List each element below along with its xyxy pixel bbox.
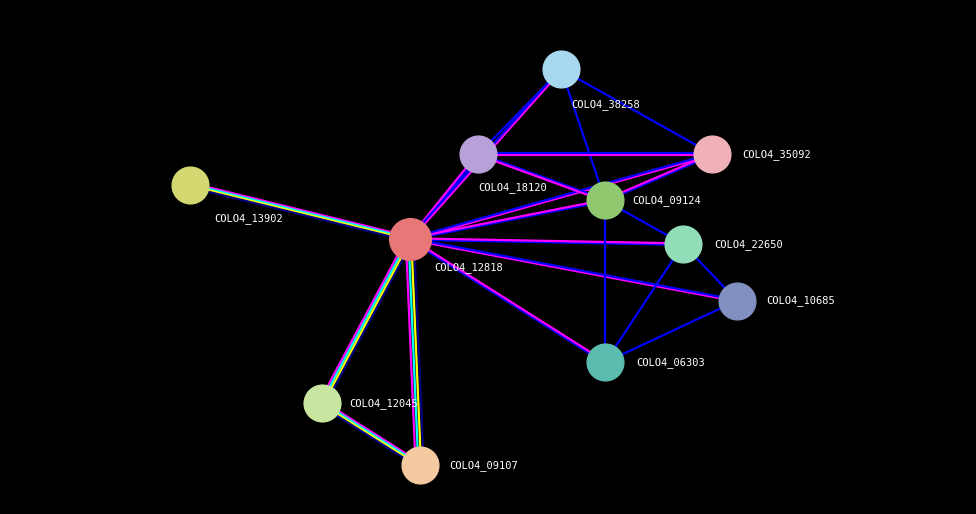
- Point: [597, 358, 613, 366]
- Text: COLO4_06303: COLO4_06303: [636, 357, 705, 368]
- Point: [183, 181, 198, 189]
- Text: COLO4_18120: COLO4_18120: [478, 182, 547, 193]
- Point: [402, 235, 418, 243]
- Point: [553, 65, 569, 74]
- Text: COLO4_13902: COLO4_13902: [215, 213, 283, 224]
- Text: COLO4_35092: COLO4_35092: [742, 149, 810, 160]
- Text: COLO4_38258: COLO4_38258: [571, 99, 639, 110]
- Point: [314, 399, 330, 408]
- Point: [729, 297, 745, 305]
- Point: [705, 150, 720, 158]
- Point: [675, 240, 691, 248]
- Text: COLO4_12045: COLO4_12045: [349, 398, 418, 409]
- Text: COLO4_09107: COLO4_09107: [449, 460, 517, 471]
- Text: COLO4_10685: COLO4_10685: [766, 295, 834, 306]
- Text: COLO4_09124: COLO4_09124: [632, 195, 701, 206]
- Point: [412, 461, 427, 469]
- Point: [597, 196, 613, 205]
- Text: COLO4_12818: COLO4_12818: [434, 262, 503, 273]
- Point: [470, 150, 486, 158]
- Text: COLO4_22650: COLO4_22650: [714, 238, 783, 250]
